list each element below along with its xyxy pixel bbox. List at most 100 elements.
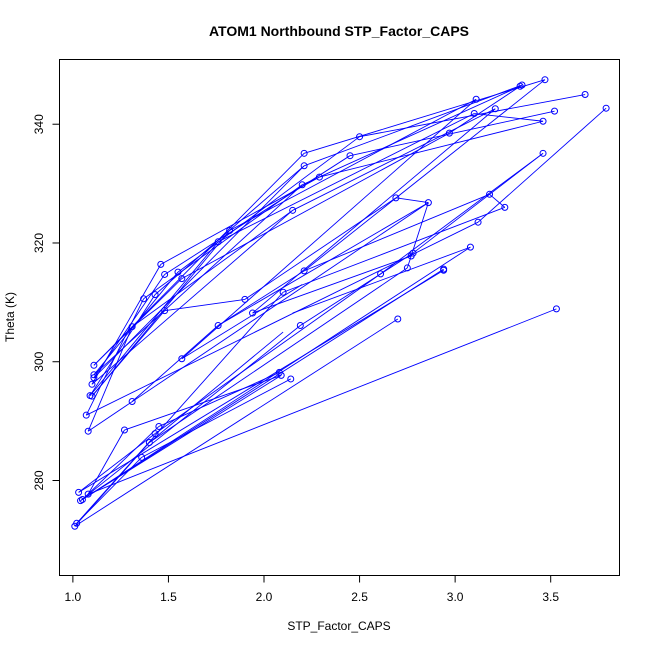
series-line-segment [91, 209, 293, 385]
series-line-segment [87, 202, 429, 432]
data-point [226, 227, 234, 235]
series-line-segment [78, 433, 156, 493]
data-point [518, 81, 526, 89]
series-line-segment [217, 113, 475, 243]
x-axis-label: STP_Factor_CAPS [287, 619, 390, 633]
series-line-segment [124, 374, 282, 431]
data-point [315, 173, 323, 181]
data-point [287, 375, 295, 383]
data-point [178, 275, 186, 283]
data-point [277, 371, 285, 379]
data-point [279, 288, 287, 296]
data-point [298, 181, 306, 189]
data-point [78, 496, 86, 503]
data-point [77, 497, 85, 505]
series-line-segment [80, 325, 301, 502]
data-point [445, 129, 453, 137]
series-line-segment [154, 165, 305, 295]
data-point [300, 149, 308, 157]
data-point [296, 322, 304, 330]
data-point [491, 105, 499, 113]
data-point [551, 107, 559, 115]
series-line-segment [181, 284, 303, 360]
data-point [241, 295, 249, 303]
series-line-segment [319, 120, 544, 178]
x-axis: 1.0 1.5 2.0 2.5 3.0 3.5 [65, 575, 559, 604]
line-segments [74, 79, 607, 527]
x-tick-label: 2.5 [351, 590, 368, 604]
series-line-segment [477, 107, 607, 223]
data-point [472, 95, 480, 103]
data-point [120, 426, 128, 434]
data-point [289, 206, 297, 214]
data-point [541, 76, 549, 84]
series-line-segment [181, 98, 477, 360]
data-point [474, 218, 482, 226]
data-point [394, 315, 402, 323]
data-point [552, 305, 560, 313]
data-point [161, 307, 169, 315]
x-tick-label: 3.5 [542, 590, 559, 604]
data-point [249, 309, 257, 317]
data-point [409, 249, 417, 257]
x-tick-label: 1.0 [65, 590, 82, 604]
series-line-segment [395, 197, 429, 204]
series-line-segment [91, 264, 162, 385]
series-line-segment [181, 132, 450, 280]
data-point [377, 270, 385, 278]
data-points [71, 76, 610, 530]
data-point [88, 392, 96, 400]
data-point [73, 519, 81, 527]
y-axis: 280 300 320 340 [32, 114, 60, 491]
series-line-segment [80, 268, 444, 502]
series-line-segment [282, 206, 505, 293]
series-line-segment [74, 442, 150, 527]
data-point [75, 488, 83, 496]
y-tick-label: 340 [32, 114, 46, 134]
data-point [356, 133, 364, 141]
x-tick-label: 2.0 [256, 590, 273, 604]
series-line-segment [217, 202, 429, 326]
series-line-segment [131, 325, 219, 402]
series-line-segment [149, 331, 284, 443]
data-point [90, 374, 98, 382]
x-tick-label: 3.0 [447, 590, 464, 604]
data-point [178, 355, 186, 363]
series-line-segment [88, 308, 557, 495]
series-line-segment [149, 267, 408, 443]
series-line-segment [217, 270, 305, 326]
y-axis-label: Theta (K) [3, 292, 17, 342]
data-point [346, 152, 354, 160]
series-line-segment [164, 298, 245, 312]
series-line-segment [229, 98, 477, 231]
series-line-segment [87, 326, 133, 432]
series-line-segment [82, 375, 282, 500]
series-line-segment [87, 429, 125, 495]
data-point [90, 361, 98, 369]
series-line-segment [164, 155, 351, 275]
series-line-segment [93, 184, 303, 376]
series-line-segment [449, 84, 523, 134]
data-point [140, 295, 148, 303]
series-line-segment [303, 84, 523, 167]
data-point [470, 110, 478, 118]
data-point [128, 323, 136, 331]
data-point [300, 162, 308, 170]
series-line-segment [131, 209, 293, 328]
series-line-segment [292, 108, 496, 211]
data-point [214, 322, 222, 330]
series-line-segment [303, 79, 546, 272]
series-line-segment [82, 426, 160, 500]
series-line-segment [303, 193, 490, 272]
series-line-segment [86, 221, 479, 416]
series-line-segment [177, 136, 360, 273]
data-point [539, 149, 547, 157]
data-point [88, 380, 96, 388]
data-point [392, 194, 400, 202]
data-point [145, 438, 153, 446]
data-point [90, 371, 98, 379]
series-line-segment [252, 255, 412, 314]
data-point [602, 104, 610, 112]
